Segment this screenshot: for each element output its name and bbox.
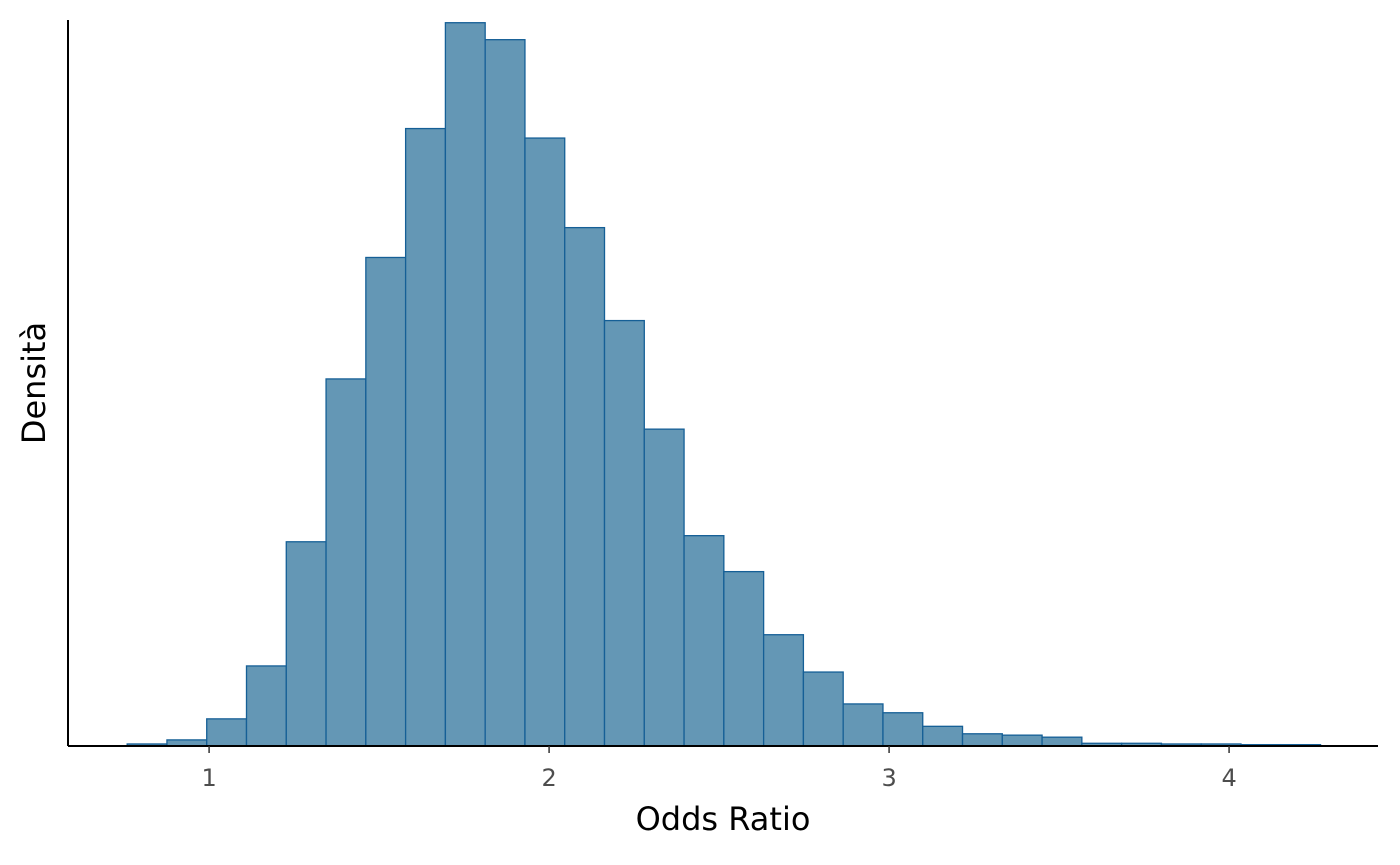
bar <box>484 39 526 747</box>
bar <box>961 733 1003 747</box>
bar <box>723 570 765 747</box>
bar <box>524 137 566 747</box>
bar <box>802 671 844 747</box>
bar <box>404 127 447 747</box>
bar <box>365 256 407 747</box>
bar <box>603 319 645 747</box>
x-tick-label: 4 <box>1221 764 1236 792</box>
bar <box>882 712 924 747</box>
bar <box>762 634 805 747</box>
bar <box>922 725 964 747</box>
bar <box>325 378 367 747</box>
bar <box>444 22 486 747</box>
bar <box>285 541 327 747</box>
x-tick-label: 2 <box>541 764 556 792</box>
bar <box>564 226 606 747</box>
x-axis-title: Odds Ratio <box>636 800 811 838</box>
bar <box>1001 734 1043 747</box>
y-axis-title: Densità <box>15 322 53 444</box>
bar <box>643 428 685 747</box>
x-tick-label: 3 <box>881 764 896 792</box>
bar <box>683 535 725 747</box>
bar <box>245 665 287 747</box>
bar <box>842 703 884 747</box>
x-tick-label: 1 <box>201 764 216 792</box>
bar <box>206 718 248 747</box>
bar <box>1041 736 1083 747</box>
